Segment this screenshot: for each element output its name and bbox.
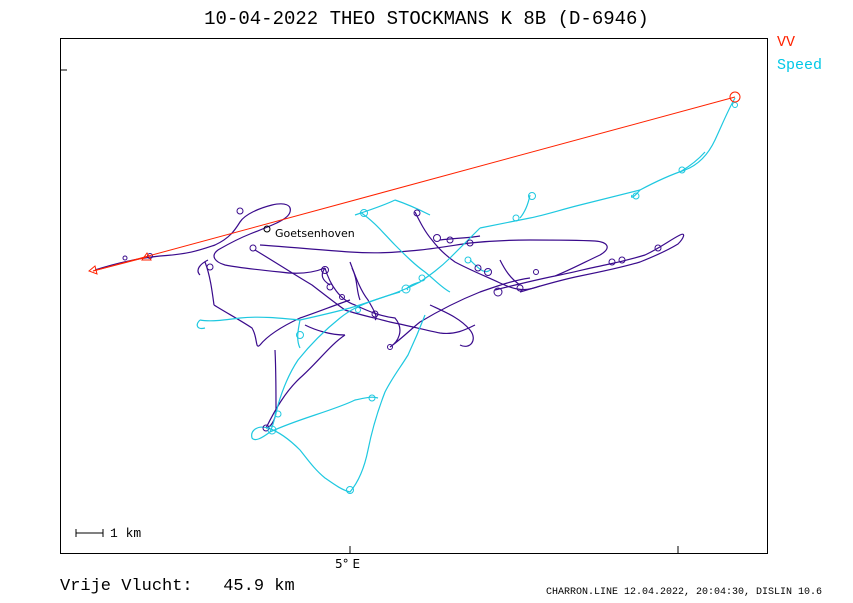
- thermal-mark: [618, 256, 626, 264]
- plot-frame: [60, 38, 768, 554]
- legend-speed-label: Speed: [777, 57, 823, 74]
- track-segment-fast-6: [354, 199, 451, 293]
- thermal-mark: [339, 294, 345, 300]
- thermal-mark: [474, 264, 482, 272]
- track-segment-slow-4: [259, 239, 608, 277]
- track-segment-slow-1: [94, 203, 326, 274]
- thermal-mark: [516, 284, 524, 292]
- free-flight-label: Vrije Vlucht:: [60, 577, 193, 596]
- thermal-mark: [371, 310, 379, 318]
- thermal-mark: [206, 263, 214, 271]
- track-segment-slow-2: [204, 261, 351, 347]
- scale-bar-label: 1 km: [110, 526, 142, 541]
- chart-title: 10-04-2022 THEO STOCKMANS K 8B (D-6946): [204, 8, 649, 30]
- track-segment-fast-4: [269, 396, 379, 433]
- footer-stamp: CHARRON.LINE 12.04.2022, 20:04:30, DISLI…: [546, 587, 823, 598]
- thermal-mark: [236, 207, 244, 215]
- thermal-mark: [122, 255, 128, 261]
- thermal-mark: [732, 102, 738, 108]
- track-slow: [94, 203, 685, 429]
- track-segment-slow-3: [254, 249, 476, 335]
- track-segment-fast-1: [479, 97, 736, 229]
- thermal-mark: [346, 486, 354, 494]
- track-segment-slow-8: [494, 233, 685, 293]
- finish-marker: [141, 252, 152, 261]
- free-flight-summary: Vrije Vlucht: 45.9 km: [60, 577, 295, 596]
- free-flight-distance: 45.9 km: [223, 577, 295, 596]
- track-segment-fast-5: [196, 291, 401, 330]
- thermal-mark: [433, 234, 441, 242]
- thermal-marks-fast: [267, 102, 738, 494]
- track-fast: [196, 97, 736, 493]
- thermal-mark: [274, 410, 282, 418]
- thermal-mark: [296, 331, 304, 339]
- track-segment-slow-9: [429, 235, 521, 347]
- thermal-mark: [413, 209, 421, 217]
- thermal-mark: [632, 192, 640, 200]
- track-segment-fast-8: [297, 259, 491, 349]
- place-label: Goetsenhoven: [275, 227, 355, 240]
- task-line: [88, 91, 741, 275]
- thermal-mark: [654, 244, 662, 252]
- thermal-mark: [608, 258, 616, 266]
- thermal-mark: [528, 192, 536, 200]
- track-segment-slow-6: [265, 324, 346, 429]
- thermal-mark: [387, 344, 393, 350]
- thermal-mark: [466, 239, 474, 247]
- thermal-mark: [533, 269, 539, 275]
- thermal-mark: [267, 425, 277, 435]
- scale-bar: [75, 529, 104, 537]
- thermal-mark: [678, 166, 686, 174]
- thermal-mark: [446, 236, 454, 244]
- track-segment-slow-10: [197, 259, 361, 301]
- thermal-mark: [360, 209, 368, 217]
- track-segment-fast-2: [269, 227, 481, 433]
- thermal-mark: [326, 283, 334, 291]
- task-leg: [92, 96, 736, 272]
- thermal-mark: [249, 244, 257, 252]
- thermal-mark: [355, 307, 361, 313]
- start-marker: [88, 265, 98, 275]
- track-segment-fast-3: [251, 314, 426, 493]
- task-leg-return: [92, 256, 148, 272]
- thermal-mark: [401, 284, 411, 294]
- legend-vv-label: VV: [777, 34, 796, 51]
- thermal-mark: [512, 214, 520, 222]
- thermal-mark: [484, 268, 492, 276]
- thermal-mark: [321, 266, 329, 274]
- track-segment-fast-7: [406, 151, 706, 291]
- thermal-mark: [368, 394, 376, 402]
- thermal-mark: [464, 256, 472, 264]
- turnpoint-marker: [729, 91, 741, 103]
- thermal-mark: [262, 424, 270, 432]
- thermal-mark: [493, 287, 503, 297]
- thermal-mark: [418, 274, 426, 282]
- place-marker: [263, 225, 271, 233]
- x-tick-label: 5° E: [335, 557, 361, 571]
